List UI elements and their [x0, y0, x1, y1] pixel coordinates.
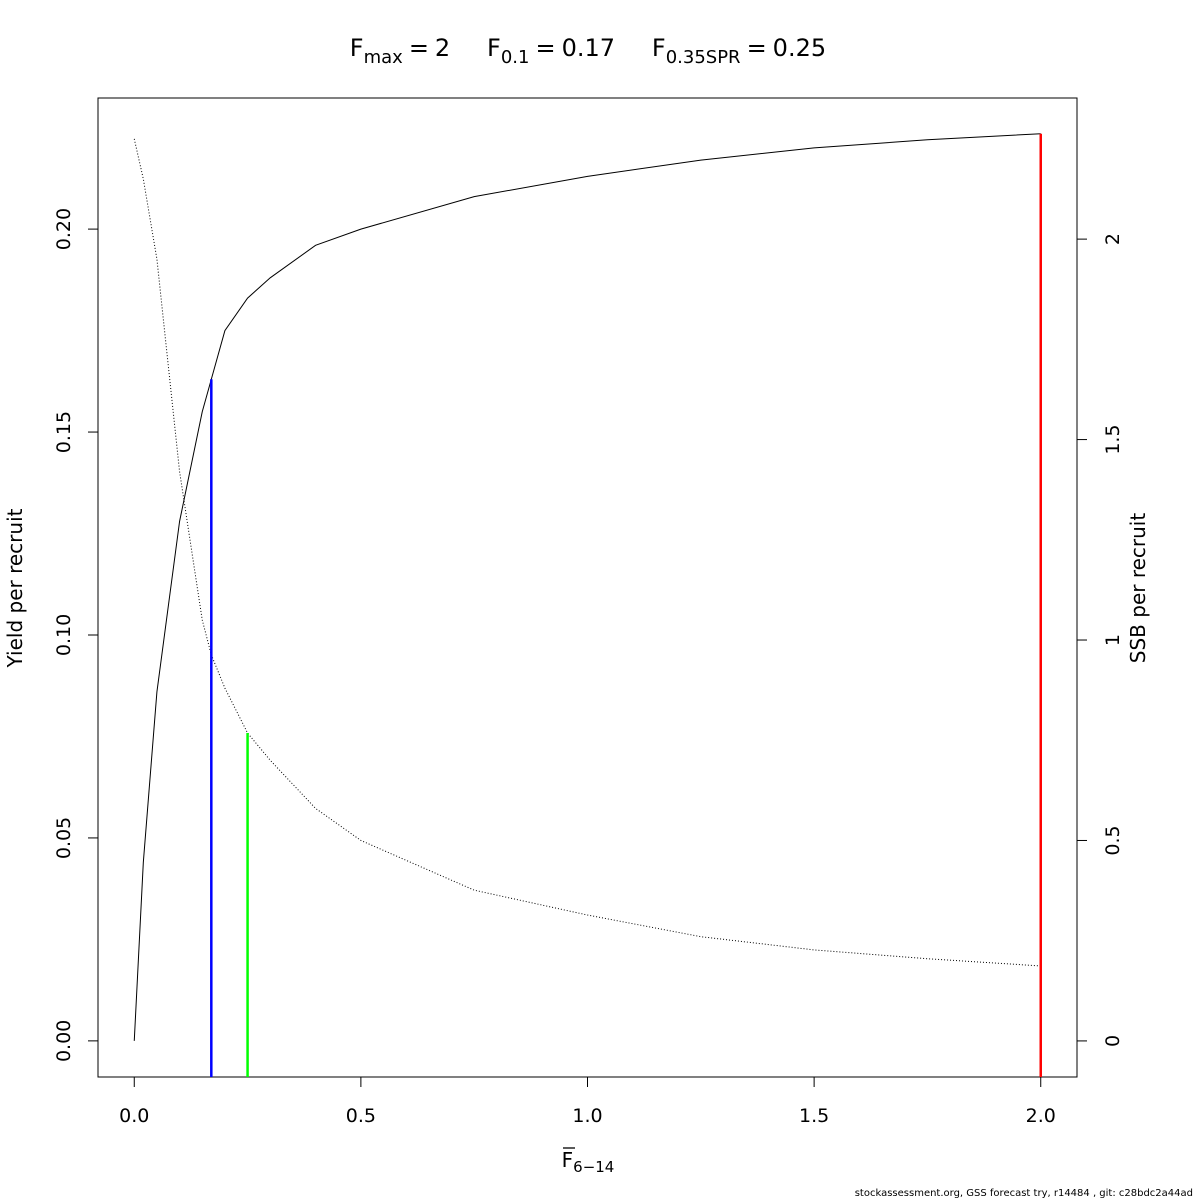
title-value: 0.25 [773, 34, 826, 62]
footnote: stockassessment.org, GSS forecast try, r… [855, 1188, 1193, 1199]
title-symbol: F [487, 34, 501, 62]
title-part: F0.1 = 0.17 [487, 34, 615, 68]
title-subscript: 0.1 [501, 47, 530, 68]
x-label-subscript: 6−14 [573, 1158, 614, 1176]
x-tick-label: 0.0 [119, 1105, 149, 1127]
y2-tick-label: 2 [1102, 233, 1124, 245]
y2-tick-label: 1 [1102, 634, 1124, 646]
y-axis-label: Yield per recruit [3, 508, 27, 668]
x-tick-label: 1.0 [572, 1105, 602, 1127]
y-tick-label: 0.10 [53, 614, 75, 656]
title-part: F0.35SPR = 0.25 [652, 34, 826, 68]
x-tick-label: 0.5 [346, 1105, 376, 1127]
y2-tick-label: 0.5 [1102, 825, 1124, 855]
title-symbol: F [350, 34, 364, 62]
y-tick-label: 0.05 [53, 817, 75, 859]
title-value: 0.17 [562, 34, 615, 62]
series-line [133, 138, 1041, 967]
y2-tick-label: 0 [1102, 1035, 1124, 1047]
y2-tick-label: 1.5 [1102, 424, 1124, 454]
title-operator: = [535, 34, 555, 62]
x-tick-label: 2.0 [1026, 1105, 1056, 1127]
title-part: Fmax = 2 [350, 34, 450, 68]
title-symbol: F [652, 34, 666, 62]
title-operator: = [409, 34, 429, 62]
plot-frame [97, 97, 1078, 1078]
title-operator: = [747, 34, 767, 62]
y-tick-label: 0.15 [53, 411, 75, 453]
title-subscript: 0.35SPR [666, 47, 741, 68]
x-tick-label: 1.5 [799, 1105, 829, 1127]
y-tick-label: 0.00 [53, 1020, 75, 1062]
series-line [133, 133, 1041, 1041]
title-subscript: max [364, 47, 404, 68]
title-value: 2 [435, 34, 450, 62]
x-label-symbol: F [562, 1148, 574, 1172]
y2-axis-label: SSB per recruit [1126, 513, 1150, 664]
y-tick-label: 0.20 [53, 208, 75, 250]
x-axis-label: F6−14 [562, 1148, 615, 1176]
